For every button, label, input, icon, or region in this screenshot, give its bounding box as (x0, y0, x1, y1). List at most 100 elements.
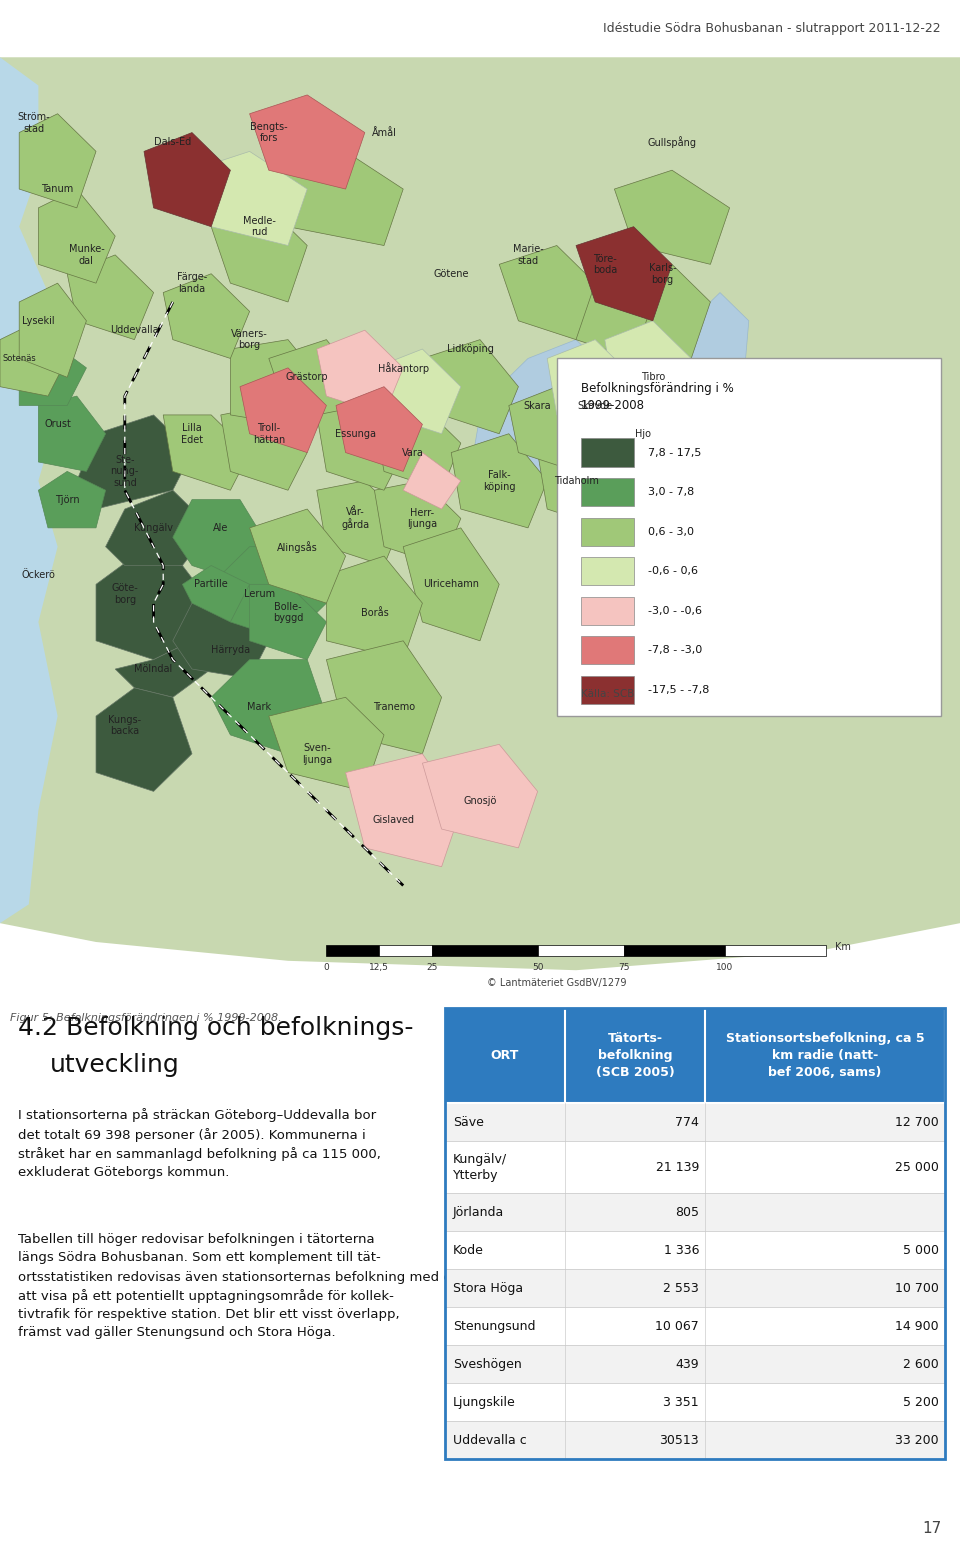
Text: Hjo: Hjo (636, 429, 651, 438)
Polygon shape (250, 584, 326, 659)
Text: Härryda: Härryda (211, 646, 250, 655)
Text: Medle-
rud: Medle- rud (243, 215, 276, 237)
Polygon shape (96, 556, 211, 659)
Polygon shape (0, 320, 67, 396)
Polygon shape (211, 207, 307, 302)
Text: Mark: Mark (247, 701, 272, 712)
Text: Skövde: Skövde (578, 401, 612, 410)
Text: Kungälv: Kungälv (134, 523, 173, 533)
Bar (445, 1008, 945, 1460)
Text: Troll-
hättan: Troll- hättan (252, 423, 285, 444)
Text: 33 200: 33 200 (896, 1433, 939, 1447)
Bar (624, 944, 725, 957)
Text: Lysekil: Lysekil (22, 316, 55, 325)
Text: Figur 5: Befolkningsförändringen i % 1999-2008.: Figur 5: Befolkningsförändringen i % 199… (10, 1012, 281, 1023)
Text: Borås: Borås (361, 607, 388, 618)
Text: 5 200: 5 200 (903, 1396, 939, 1409)
Bar (326, 944, 379, 957)
Bar (445, 1232, 945, 1269)
Text: Göte-
borg: Göte- borg (111, 584, 138, 605)
Text: Säve: Säve (453, 1116, 484, 1128)
Polygon shape (221, 406, 307, 491)
Text: Sveshögen: Sveshögen (453, 1358, 521, 1372)
Text: 30513: 30513 (660, 1433, 699, 1447)
Text: -3,0 - -0,6: -3,0 - -0,6 (648, 605, 702, 616)
Text: 774: 774 (675, 1116, 699, 1128)
FancyBboxPatch shape (581, 438, 634, 466)
Text: Essunga: Essunga (335, 429, 375, 438)
Polygon shape (19, 113, 96, 207)
FancyBboxPatch shape (581, 636, 634, 664)
Polygon shape (470, 339, 605, 500)
Text: Orust: Orust (44, 420, 71, 429)
Text: Kungälv/
Ytterby: Kungälv/ Ytterby (453, 1153, 507, 1183)
Text: Ale: Ale (213, 523, 228, 533)
Text: Idéstudie Södra Bohusbanan - slutrapport 2011-12-22: Idéstudie Södra Bohusbanan - slutrapport… (603, 22, 941, 36)
Text: I stationsorterna på sträckan Göteborg–Uddevalla bor
det totalt 69 398 personer : I stationsorterna på sträckan Göteborg–U… (18, 1108, 381, 1180)
Text: Tjörn: Tjörn (55, 495, 80, 505)
Polygon shape (614, 170, 730, 265)
Polygon shape (547, 339, 634, 433)
Bar (445, 1008, 945, 1104)
Text: Uddevalla c: Uddevalla c (453, 1433, 527, 1447)
Text: Håkantorp: Håkantorp (377, 362, 429, 373)
Text: Karls-
borg: Karls- borg (649, 263, 676, 285)
Polygon shape (509, 387, 595, 472)
Text: Alingsås: Alingsås (277, 540, 318, 553)
Polygon shape (374, 406, 461, 491)
Text: 75: 75 (618, 963, 630, 972)
Polygon shape (240, 368, 326, 452)
Polygon shape (211, 659, 326, 754)
Text: Gnosjö: Gnosjö (464, 796, 496, 807)
Text: Stora Höga: Stora Höga (453, 1282, 523, 1296)
Text: -17,5 - -7,8: -17,5 - -7,8 (648, 684, 709, 695)
Text: Töre-
boda: Töre- boda (592, 254, 617, 276)
Polygon shape (38, 189, 115, 283)
Text: 3 351: 3 351 (663, 1396, 699, 1409)
Text: Ljungskile: Ljungskile (453, 1396, 516, 1409)
Text: 0: 0 (324, 963, 329, 972)
Polygon shape (269, 152, 403, 246)
Text: Sotenäs: Sotenäs (2, 354, 36, 362)
Polygon shape (163, 415, 250, 491)
Text: Grästorp: Grästorp (286, 372, 328, 382)
FancyBboxPatch shape (581, 478, 634, 506)
Text: Källa: SCB: Källa: SCB (581, 689, 635, 700)
Text: Lidköping: Lidköping (447, 344, 493, 354)
Text: Gullspång: Gullspång (647, 136, 697, 149)
Text: Marie-
stad: Marie- stad (513, 245, 543, 266)
Text: 1 336: 1 336 (663, 1245, 699, 1257)
Polygon shape (269, 697, 384, 791)
Polygon shape (336, 387, 422, 472)
Text: 5 000: 5 000 (903, 1245, 939, 1257)
Polygon shape (451, 433, 547, 528)
Text: Partille: Partille (194, 579, 228, 590)
Text: 12 700: 12 700 (896, 1116, 939, 1128)
Text: Ström-
stad: Ström- stad (17, 113, 50, 135)
Polygon shape (77, 415, 192, 509)
FancyBboxPatch shape (581, 675, 634, 704)
Text: Öckerö: Öckerö (21, 570, 56, 580)
Text: 3,0 - 7,8: 3,0 - 7,8 (648, 488, 694, 497)
Text: Färge-
landa: Färge- landa (177, 272, 207, 294)
Text: 805: 805 (675, 1206, 699, 1218)
Text: 0,6 - 3,0: 0,6 - 3,0 (648, 526, 694, 537)
Polygon shape (38, 472, 106, 528)
Text: © Lantmäteriet GsdBV/1279: © Lantmäteriet GsdBV/1279 (487, 978, 627, 988)
Bar (445, 1384, 945, 1421)
Text: Mölndal: Mölndal (134, 664, 173, 673)
Polygon shape (115, 641, 211, 697)
Text: 10 067: 10 067 (656, 1320, 699, 1333)
Text: Uddevalla: Uddevalla (110, 325, 158, 336)
FancyBboxPatch shape (581, 557, 634, 585)
Text: Befolkningsförändring i %
1999-2008: Befolkningsförändring i % 1999-2008 (581, 382, 733, 412)
Polygon shape (38, 396, 106, 472)
Text: Tidaholm: Tidaholm (554, 475, 598, 486)
Polygon shape (326, 641, 442, 754)
Text: 2 553: 2 553 (663, 1282, 699, 1296)
Text: -7,8 - -3,0: -7,8 - -3,0 (648, 646, 703, 655)
Text: Tätorts-
befolkning
(SCB 2005): Tätorts- befolkning (SCB 2005) (595, 1033, 674, 1079)
Polygon shape (374, 481, 461, 565)
Polygon shape (346, 754, 461, 867)
Text: 14 900: 14 900 (896, 1320, 939, 1333)
